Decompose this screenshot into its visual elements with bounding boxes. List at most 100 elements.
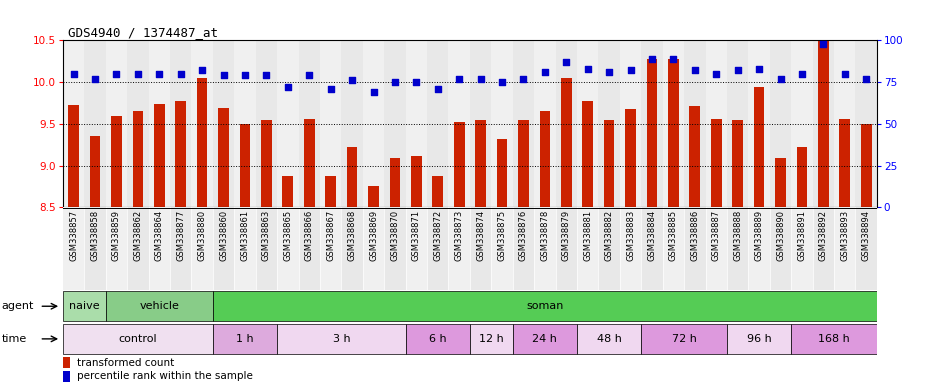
Point [559,59,574,65]
Bar [711,119,722,207]
Bar [449,40,470,207]
Bar [213,291,877,321]
Text: GSM338892: GSM338892 [819,210,828,261]
Bar [278,40,299,207]
Bar [341,40,363,207]
Bar [641,40,662,207]
Point [495,79,510,85]
Text: transformed count: transformed count [77,358,175,368]
Bar [278,207,299,290]
Point [666,56,681,62]
Bar [363,40,384,207]
Bar [68,106,79,207]
Text: 12 h: 12 h [479,334,504,344]
Bar [556,40,577,207]
Text: control: control [118,334,157,344]
Text: GSM338871: GSM338871 [412,210,421,261]
Bar [127,40,149,207]
Bar [491,207,512,290]
Bar [598,207,620,290]
Text: GSM338872: GSM338872 [433,210,442,261]
Bar [149,207,170,290]
Bar [63,371,70,382]
Bar [641,207,662,290]
Text: GSM338875: GSM338875 [498,210,507,261]
Bar [818,40,829,207]
Bar [63,324,213,354]
Bar [363,207,384,290]
Bar [105,291,213,321]
Text: GSM338864: GSM338864 [154,210,164,261]
Bar [518,121,529,207]
Bar [149,40,170,207]
Text: GSM338866: GSM338866 [304,210,314,261]
Text: percentile rank within the sample: percentile rank within the sample [77,371,253,381]
Bar [856,40,877,207]
Bar [662,40,684,207]
Point [645,56,660,62]
Text: GSM338882: GSM338882 [605,210,613,261]
Bar [727,40,748,207]
Text: GSM338857: GSM338857 [69,210,78,261]
Bar [63,357,70,368]
Bar [127,207,149,290]
Text: GSM338861: GSM338861 [240,210,250,261]
Bar [278,324,406,354]
Bar [406,324,470,354]
Bar [625,109,635,207]
Bar [684,207,706,290]
Text: 24 h: 24 h [533,334,557,344]
Bar [63,207,84,290]
Text: GSM338883: GSM338883 [626,210,635,261]
Bar [470,324,512,354]
Text: GSM338884: GSM338884 [648,210,657,261]
Bar [454,122,464,207]
Text: GSM338862: GSM338862 [133,210,142,261]
Point [345,77,360,83]
Bar [604,120,614,207]
Point [152,71,166,77]
Bar [620,40,641,207]
Bar [320,40,341,207]
Text: GSM338863: GSM338863 [262,210,271,261]
Text: GSM338877: GSM338877 [177,210,185,261]
Text: GSM338860: GSM338860 [219,210,228,261]
Bar [240,124,251,207]
Bar [706,40,727,207]
Point [388,79,402,85]
Bar [770,207,791,290]
Point [516,76,531,82]
Text: GSM338886: GSM338886 [690,210,699,261]
Bar [213,324,278,354]
Point [88,76,103,82]
Bar [733,120,743,207]
Bar [449,207,470,290]
Text: GSM338893: GSM338893 [840,210,849,261]
Bar [647,59,658,207]
Bar [432,175,443,207]
Bar [427,207,449,290]
Bar [583,101,593,207]
Bar [497,139,508,207]
Point [195,67,210,73]
Text: vehicle: vehicle [140,301,179,311]
Point [280,84,295,90]
Point [795,71,809,77]
Bar [534,207,556,290]
Bar [689,106,700,207]
Bar [512,40,534,207]
Text: GSM338859: GSM338859 [112,210,121,261]
Bar [791,40,813,207]
Bar [861,124,871,207]
Point [302,72,316,78]
Text: GSM338879: GSM338879 [561,210,571,261]
Bar [282,175,293,207]
Text: 6 h: 6 h [429,334,447,344]
Point [366,89,381,95]
Text: time: time [2,334,27,344]
Bar [213,40,234,207]
Bar [105,207,127,290]
Bar [299,207,320,290]
Bar [384,40,406,207]
Point [216,72,231,78]
